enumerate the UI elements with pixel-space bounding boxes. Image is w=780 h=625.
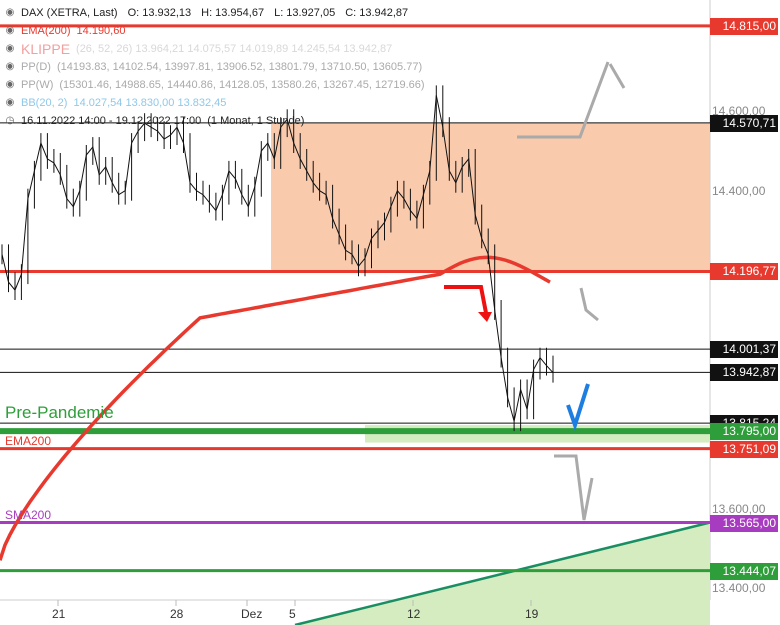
price-tag: 13.942,87 xyxy=(710,364,778,382)
ohlc-close-label: C: xyxy=(345,7,357,19)
gray-up-arrow xyxy=(517,61,610,139)
eye-icon[interactable]: ◉ xyxy=(5,97,15,108)
legend-row: ◉ BB(20, 2) 14.027,54 13.830,00 13.832,45 xyxy=(4,94,425,112)
legend-value: (1 Monat, 1 Stunde) xyxy=(207,115,305,127)
ohlc-open-label: O: xyxy=(127,7,140,19)
legend-row: ◷ 16.11.2022 14:00 - 19.12.2022 17:00 (1 M… xyxy=(4,112,425,130)
legend-label: BB(20, 2) xyxy=(21,97,68,109)
ohlc-open: 13.932,13 xyxy=(142,7,192,19)
instrument-name: DAX (XETRA, Last) xyxy=(21,7,118,19)
ohlc-low-label: L: xyxy=(274,7,284,19)
x-tick-label: 19 xyxy=(525,607,539,621)
legend-title-row: ◉ DAX (XETRA, Last) O: 13.932,13 H: 13.9… xyxy=(4,4,425,22)
y-tick-label: 13.600,00 xyxy=(712,501,766,516)
price-tag: 14.001,37 xyxy=(710,341,778,359)
legend-label: PP(W) xyxy=(21,79,54,91)
legend-value: 14.027,54 13.830,00 13.832,45 xyxy=(73,97,227,109)
blue-up-arrow xyxy=(566,383,590,432)
x-tick-label: 5 xyxy=(289,607,296,621)
y-tick-label: 14.400,00 xyxy=(712,183,766,198)
price-tag: 13.795,00 xyxy=(710,423,778,441)
price-tag: 13.444,07 xyxy=(710,562,778,580)
line-label: Pre-Pandemie xyxy=(5,403,114,423)
legend-value: (14193.83, 14102.54, 13997.81, 13906.52,… xyxy=(56,61,423,73)
legend-row: ◉ PP(D) (14193.83, 14102.54, 13997.81, 139… xyxy=(4,58,425,76)
gray-bounce-arrow xyxy=(554,454,594,521)
eye-icon[interactable]: ◉ xyxy=(5,7,15,18)
x-tick-label: 28 xyxy=(170,607,184,621)
resistance-zone xyxy=(271,122,710,272)
x-tick-label: 12 xyxy=(407,607,421,621)
eye-icon[interactable]: ◉ xyxy=(5,43,15,54)
eye-icon[interactable]: ◉ xyxy=(5,61,15,72)
price-line xyxy=(1,95,554,422)
x-tick-label: 21 xyxy=(52,607,66,621)
ohlc-high-label: H: xyxy=(201,7,213,19)
eye-icon[interactable]: ◉ xyxy=(5,25,15,36)
legend-label: KLIPPE xyxy=(21,41,71,57)
line-label: EMA200 xyxy=(5,433,52,448)
legend-faded-values: (26, 52, 26) 13.964,21 14.075,57 14.019,… xyxy=(76,43,393,55)
ohlc-close: 13.942,87 xyxy=(359,7,409,19)
legend-label: EMA(200) xyxy=(21,25,71,37)
y-tick-label: 14.600,00 xyxy=(712,104,766,119)
ohlc-low: 13.927,05 xyxy=(286,7,336,19)
price-tag: 14.815,00 xyxy=(710,17,778,35)
price-tag: 14.570,71 xyxy=(710,114,778,132)
ema200-curve xyxy=(0,255,551,561)
eye-icon[interactable]: ◉ xyxy=(5,79,15,90)
line-label: SMA200 xyxy=(5,507,52,522)
legend-row: ◉ EMA(200) 14.190,60 xyxy=(4,22,425,40)
red-down-arrow xyxy=(444,285,489,319)
legend-value: 14.190,60 xyxy=(76,25,126,37)
legend-value: (15301.46, 14988.65, 14440.86, 14128.05,… xyxy=(59,79,425,91)
uptrend-line xyxy=(294,521,711,625)
price-tag: 14.196,77 xyxy=(710,263,778,281)
ohlc-high: 13.954,67 xyxy=(215,7,265,19)
legend-label: 16.11.2022 14:00 - 19.12.2022 17:00 xyxy=(21,115,202,127)
gray-arrow-tip xyxy=(608,63,626,89)
legend-row: ◉ KLIPPE (26, 52, 26) 13.964,21 14.075,57 … xyxy=(4,40,425,58)
red-arrow-head xyxy=(478,312,492,322)
price-tag: 13.751,09 xyxy=(710,440,778,458)
y-tick-label: 13.400,00 xyxy=(712,581,766,596)
gray-down-arrow xyxy=(579,287,599,322)
x-tick-label: Dez xyxy=(241,607,263,621)
price-tag: 13.565,00 xyxy=(710,514,778,532)
clock-icon[interactable]: ◷ xyxy=(5,115,15,126)
legend-label: PP(D) xyxy=(21,61,51,73)
legend: ◉ DAX (XETRA, Last) O: 13.932,13 H: 13.9… xyxy=(4,4,425,130)
legend-row: ◉ PP(W) (15301.46, 14988.65, 14440.86, 141… xyxy=(4,76,425,94)
